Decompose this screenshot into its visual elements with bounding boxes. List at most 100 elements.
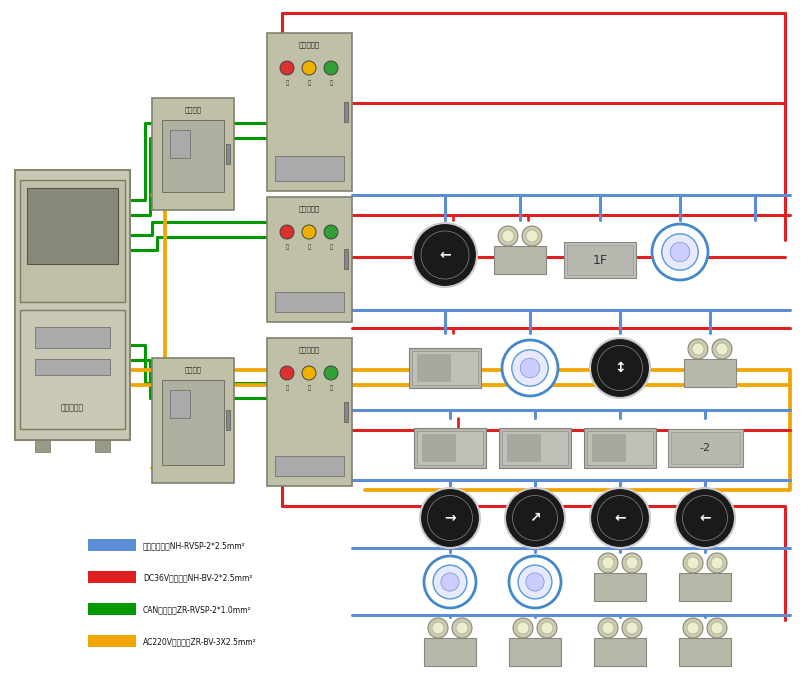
Circle shape (427, 495, 473, 541)
FancyBboxPatch shape (499, 428, 571, 468)
FancyBboxPatch shape (162, 380, 224, 465)
Circle shape (711, 557, 723, 569)
FancyBboxPatch shape (15, 170, 130, 440)
Circle shape (432, 622, 444, 634)
Circle shape (707, 618, 727, 638)
FancyBboxPatch shape (594, 638, 646, 666)
Circle shape (520, 358, 540, 378)
FancyBboxPatch shape (275, 292, 344, 312)
FancyBboxPatch shape (20, 310, 125, 429)
Circle shape (687, 622, 699, 634)
FancyBboxPatch shape (422, 434, 456, 462)
Circle shape (302, 61, 316, 75)
Circle shape (590, 338, 650, 398)
Circle shape (456, 622, 468, 634)
FancyBboxPatch shape (88, 539, 136, 551)
Text: CAN通讯线：ZR-RVSP-2*1.0mm²: CAN通讯线：ZR-RVSP-2*1.0mm² (143, 606, 251, 615)
Circle shape (683, 618, 703, 638)
Circle shape (421, 231, 469, 279)
FancyBboxPatch shape (275, 156, 344, 181)
FancyBboxPatch shape (20, 180, 125, 301)
Circle shape (424, 556, 476, 608)
Circle shape (622, 553, 642, 573)
Circle shape (280, 61, 294, 75)
Text: 告: 告 (285, 385, 288, 391)
Text: -2: -2 (700, 443, 710, 453)
Circle shape (452, 618, 472, 638)
Circle shape (707, 553, 727, 573)
Text: 集中控制器: 集中控制器 (61, 403, 84, 412)
Circle shape (511, 350, 548, 386)
FancyBboxPatch shape (509, 638, 561, 666)
Circle shape (513, 618, 533, 638)
Circle shape (597, 495, 642, 541)
Text: 故: 故 (307, 80, 310, 86)
Circle shape (626, 622, 638, 634)
FancyBboxPatch shape (344, 402, 348, 422)
FancyBboxPatch shape (507, 434, 541, 462)
FancyBboxPatch shape (267, 197, 352, 322)
Circle shape (670, 242, 690, 262)
FancyBboxPatch shape (592, 434, 625, 462)
Text: 告: 告 (285, 244, 288, 249)
Circle shape (622, 618, 642, 638)
Circle shape (505, 488, 565, 548)
Circle shape (502, 340, 558, 396)
FancyBboxPatch shape (344, 102, 348, 122)
Text: ↗: ↗ (529, 511, 541, 525)
FancyBboxPatch shape (494, 246, 546, 274)
FancyBboxPatch shape (409, 348, 481, 388)
FancyBboxPatch shape (417, 354, 451, 382)
Text: ←: ← (699, 511, 711, 525)
Text: AC220V电源线：ZR-BV-3X2.5mm²: AC220V电源线：ZR-BV-3X2.5mm² (143, 638, 257, 647)
Text: 运: 运 (330, 244, 333, 249)
Text: 分配电装置: 分配电装置 (299, 42, 320, 49)
FancyBboxPatch shape (671, 432, 740, 464)
Circle shape (688, 339, 708, 359)
FancyBboxPatch shape (684, 359, 736, 387)
Text: 集中电源: 集中电源 (184, 107, 201, 113)
Circle shape (526, 573, 544, 591)
Circle shape (652, 224, 708, 280)
Circle shape (590, 488, 650, 548)
FancyBboxPatch shape (35, 326, 110, 348)
Circle shape (683, 553, 703, 573)
Circle shape (711, 622, 723, 634)
Circle shape (602, 622, 614, 634)
Circle shape (518, 565, 552, 599)
FancyBboxPatch shape (88, 603, 136, 615)
Text: 分配电装置: 分配电装置 (299, 206, 320, 212)
Text: 运: 运 (330, 80, 333, 86)
Circle shape (598, 553, 618, 573)
FancyBboxPatch shape (35, 440, 50, 452)
Text: ←: ← (614, 511, 626, 525)
FancyBboxPatch shape (152, 358, 234, 483)
Circle shape (522, 226, 542, 246)
Circle shape (602, 557, 614, 569)
FancyBboxPatch shape (679, 573, 731, 601)
Circle shape (687, 557, 699, 569)
FancyBboxPatch shape (170, 390, 190, 418)
Text: 分配电装置: 分配电装置 (299, 346, 320, 353)
Text: 无极二总线：NH-RVSP-2*2.5mm²: 无极二总线：NH-RVSP-2*2.5mm² (143, 541, 246, 550)
Text: 告: 告 (285, 80, 288, 86)
FancyBboxPatch shape (587, 431, 653, 465)
Circle shape (413, 223, 477, 287)
Circle shape (509, 556, 561, 608)
FancyBboxPatch shape (226, 144, 230, 164)
Circle shape (692, 343, 704, 355)
Circle shape (428, 618, 448, 638)
FancyBboxPatch shape (226, 410, 230, 430)
Circle shape (597, 346, 642, 390)
Circle shape (433, 565, 467, 599)
Circle shape (280, 225, 294, 239)
FancyBboxPatch shape (35, 359, 110, 375)
Circle shape (498, 226, 518, 246)
Circle shape (324, 61, 338, 75)
Circle shape (537, 618, 557, 638)
FancyBboxPatch shape (27, 188, 118, 263)
Circle shape (502, 230, 514, 242)
Circle shape (302, 366, 316, 380)
Text: 运: 运 (330, 385, 333, 391)
FancyBboxPatch shape (594, 573, 646, 601)
